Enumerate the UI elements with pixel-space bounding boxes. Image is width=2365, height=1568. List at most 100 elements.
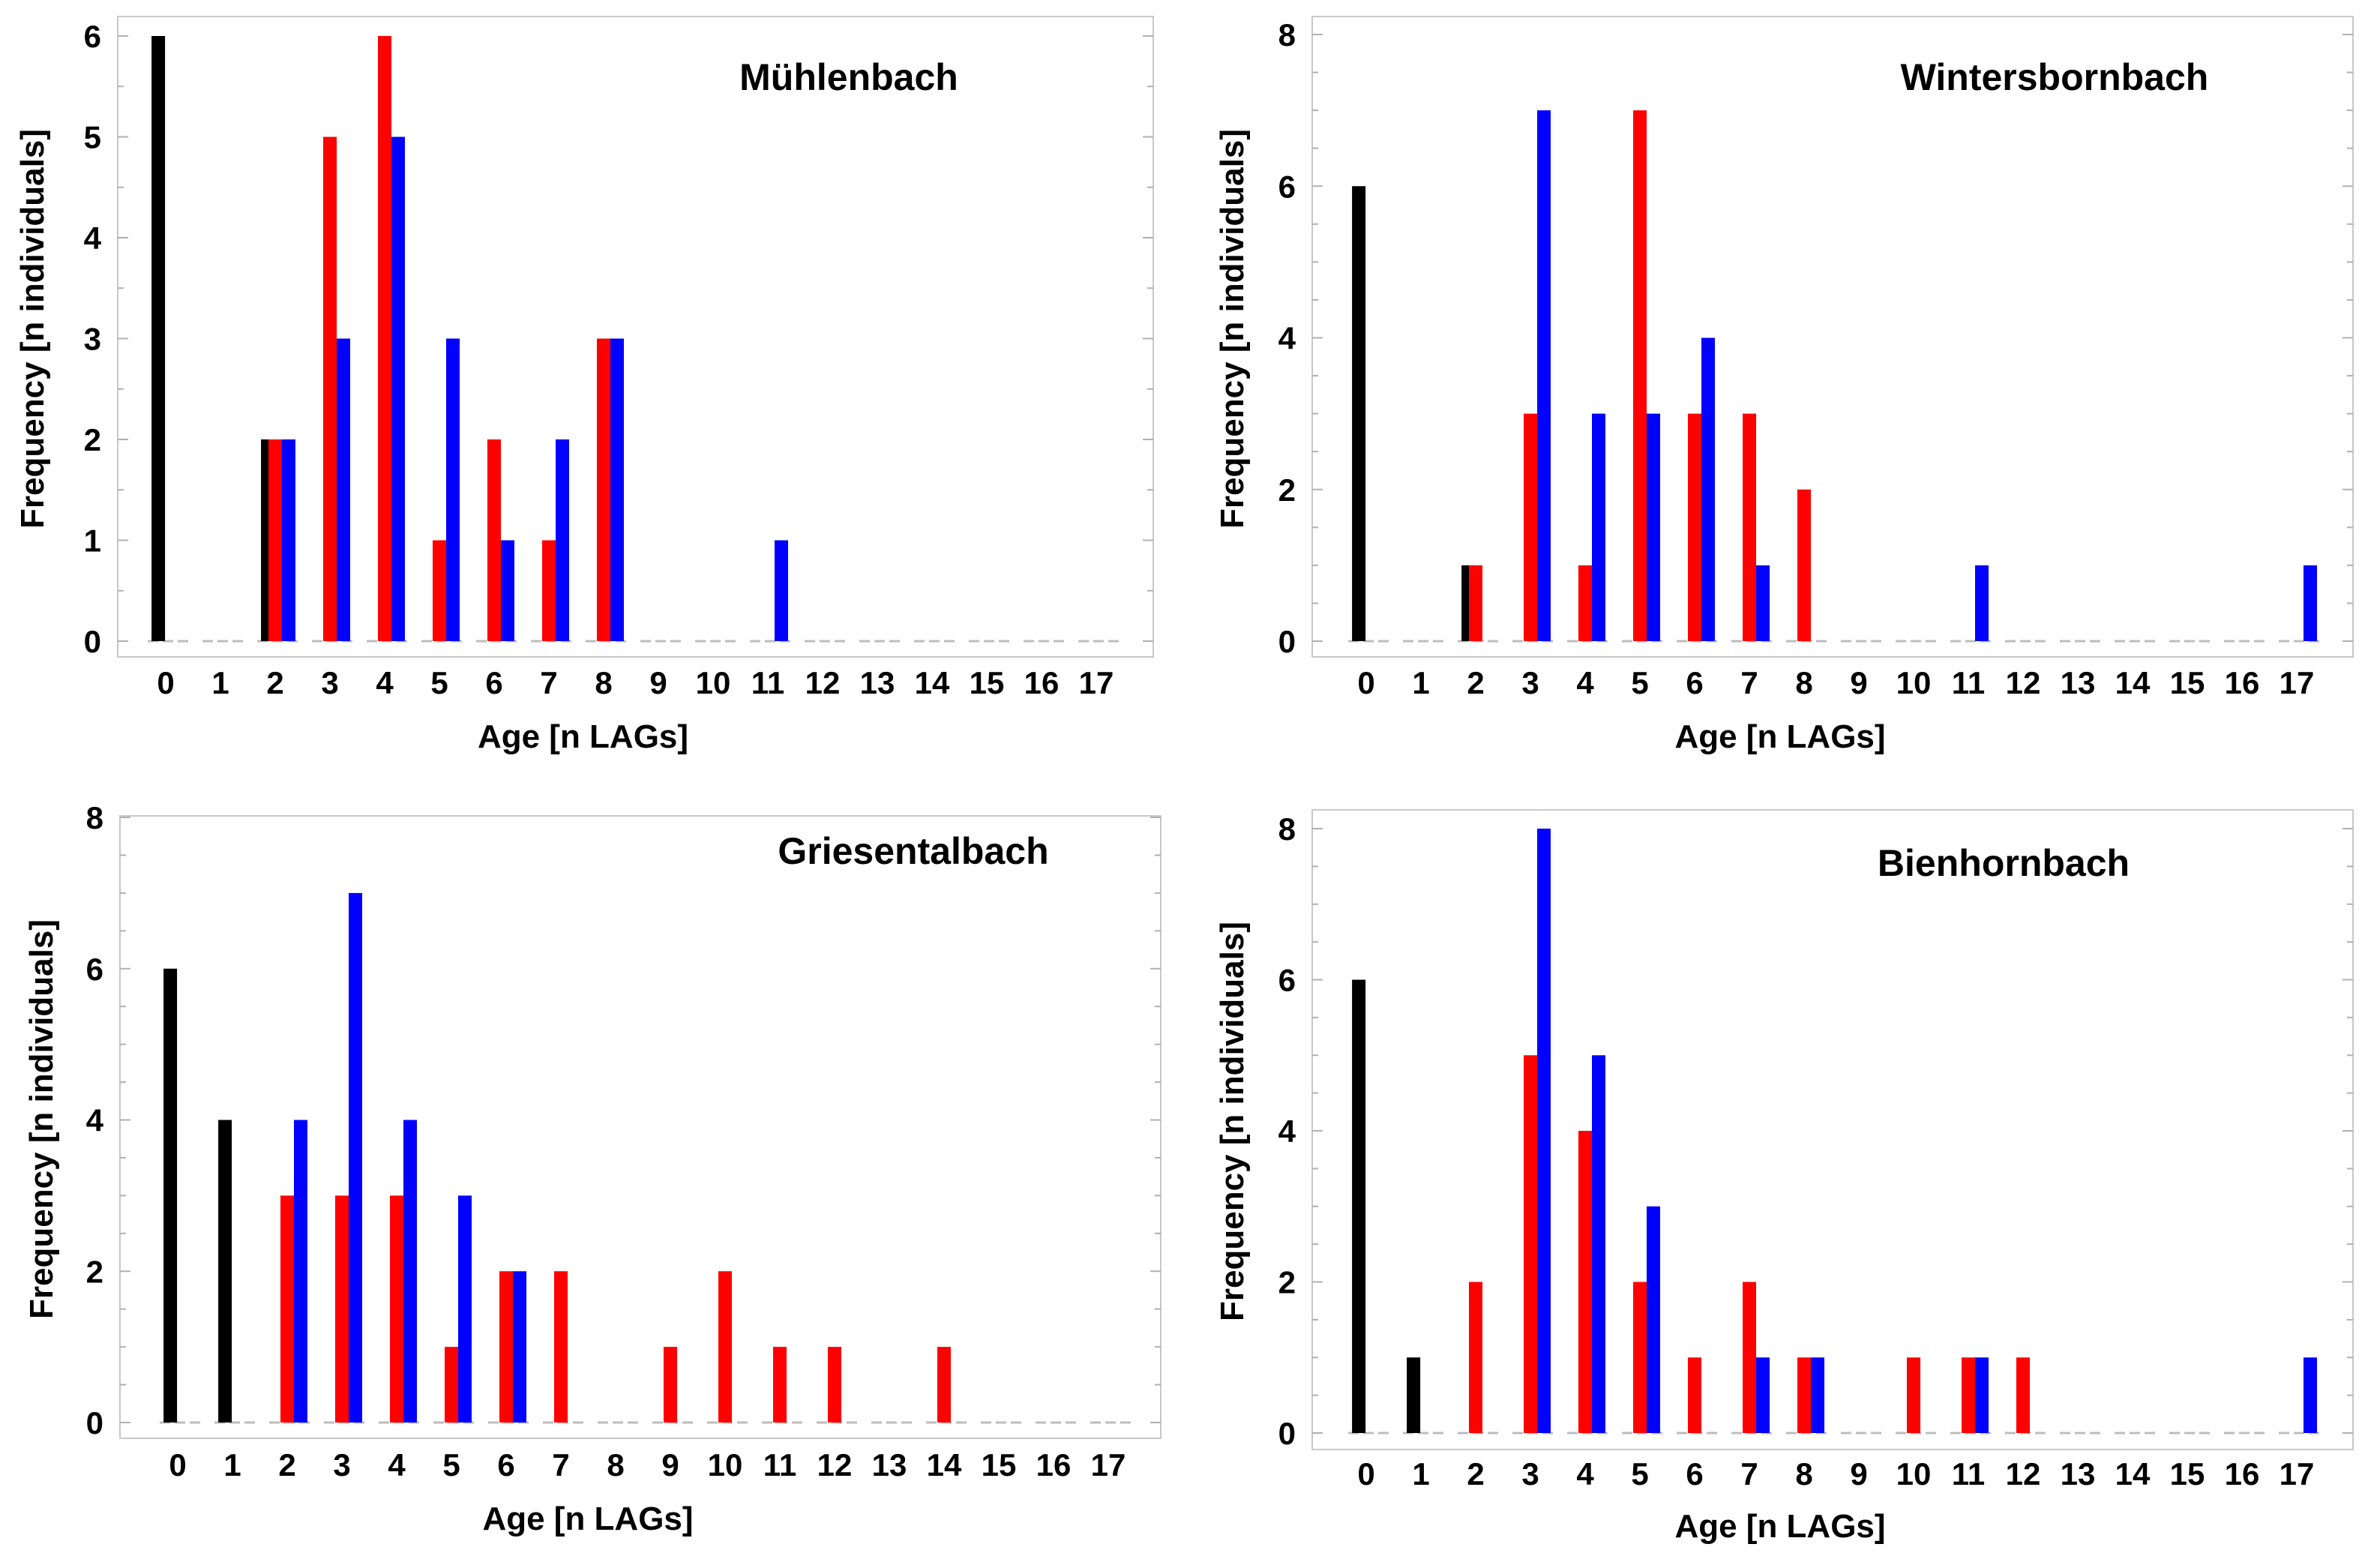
x-axis-label: Age [n LAGs] <box>1674 1508 1885 1545</box>
y-tick-label: 4 <box>1278 1114 1296 1149</box>
panel-title: Griesentalbach <box>778 830 1048 872</box>
panel-title: Wintersbornbach <box>1901 56 2209 98</box>
y-tick-label: 8 <box>1278 811 1296 847</box>
x-tick-label: 14 <box>2115 665 2151 700</box>
x-tick-label: 13 <box>2061 1456 2096 1492</box>
x-tick-label: 10 <box>1896 665 1932 700</box>
x-tick-label: 7 <box>540 665 557 700</box>
x-tick-label: 12 <box>805 665 841 700</box>
bar-red-12 <box>828 1347 841 1423</box>
x-tick-label: 6 <box>1686 665 1703 700</box>
x-tick-label: 3 <box>333 1447 350 1483</box>
x-tick-label: 0 <box>1357 1456 1374 1492</box>
x-tick-label: 16 <box>2225 1456 2260 1492</box>
x-tick-label: 0 <box>169 1447 186 1483</box>
x-tick-label: 3 <box>1521 665 1539 700</box>
bar-blue-2 <box>282 439 295 641</box>
x-tick-label: 7 <box>1740 1456 1758 1492</box>
y-axis-label: Frequency [n individuals] <box>1214 922 1251 1321</box>
x-tick-label: 15 <box>2170 665 2205 700</box>
bar-blue-6 <box>513 1271 526 1423</box>
y-tick-label: 4 <box>86 1103 104 1138</box>
x-tick-label: 10 <box>708 1447 743 1483</box>
bar-red-6 <box>499 1271 513 1423</box>
x-tick-label: 15 <box>970 665 1005 700</box>
bar-red-9 <box>664 1347 677 1423</box>
x-tick-label: 9 <box>1850 665 1867 700</box>
plot-frame <box>119 815 1162 1439</box>
x-tick-label: 12 <box>817 1447 853 1483</box>
x-tick-label: 5 <box>442 1447 460 1483</box>
x-tick-label: 9 <box>661 1447 679 1483</box>
bar-red-8 <box>1797 489 1811 641</box>
bar-red-5 <box>1633 1282 1647 1433</box>
bar-red-3 <box>1524 413 1537 641</box>
bar-blue-4 <box>1592 1055 1605 1433</box>
x-tick-label: 1 <box>1412 1456 1429 1492</box>
x-tick-label: 4 <box>376 665 394 700</box>
x-tick-label: 7 <box>1740 665 1758 700</box>
x-axis-label: Age [n LAGs] <box>1674 718 1885 755</box>
x-tick-label: 1 <box>211 665 229 700</box>
x-tick-label: 8 <box>607 1447 624 1483</box>
bar-blue-2 <box>294 1120 307 1423</box>
bar-blue-3 <box>337 338 350 641</box>
x-tick-label: 17 <box>1079 665 1114 700</box>
bar-blue-5 <box>1647 413 1660 641</box>
bar-blue-7 <box>556 439 569 641</box>
y-tick-label: 0 <box>1278 624 1296 659</box>
x-tick-label: 8 <box>1795 1456 1812 1492</box>
bar-blue-3 <box>1537 829 1551 1433</box>
x-tick-label: 12 <box>2006 1456 2041 1492</box>
bar-red-8 <box>1797 1357 1811 1433</box>
bar-red-6 <box>1688 413 1701 641</box>
bar-blue-3 <box>1537 110 1551 641</box>
bar-blue-4 <box>391 136 405 641</box>
bar-red-4 <box>1578 1131 1592 1433</box>
panel-title: Mühlenbach <box>739 56 958 98</box>
x-tick-label: 11 <box>763 1447 796 1483</box>
y-tick-label: 4 <box>1278 321 1296 356</box>
bar-red-10 <box>1907 1357 1920 1433</box>
x-tick-label: 6 <box>497 1447 514 1483</box>
y-tick-label: 0 <box>1278 1416 1296 1451</box>
bar-red-11 <box>773 1347 787 1423</box>
x-tick-label: 5 <box>1631 665 1648 700</box>
x-tick-label: 15 <box>982 1447 1017 1483</box>
x-tick-label: 13 <box>872 1447 907 1483</box>
bar-red-12 <box>2016 1357 2030 1433</box>
x-tick-label: 12 <box>2006 665 2041 700</box>
bar-red-8 <box>597 338 610 641</box>
x-tick-label: 1 <box>1412 665 1429 700</box>
y-tick-label: 8 <box>86 800 103 835</box>
bar-red-5 <box>1633 110 1647 641</box>
x-tick-label: 6 <box>485 665 502 700</box>
x-tick-label: 13 <box>2061 665 2096 700</box>
y-tick-label: 3 <box>84 322 101 357</box>
bar-blue-11 <box>1975 1357 1989 1433</box>
bar-red-3 <box>335 1195 349 1423</box>
x-tick-label: 17 <box>1091 1447 1126 1483</box>
x-tick-label: 2 <box>1467 1456 1484 1492</box>
x-tick-label: 13 <box>860 665 895 700</box>
bar-red-6 <box>487 439 501 641</box>
bar-red-7 <box>1743 1282 1756 1433</box>
bar-blue-4 <box>1592 413 1605 641</box>
y-axis-label: Frequency [n individuals] <box>23 919 60 1319</box>
x-tick-label: 7 <box>552 1447 569 1483</box>
x-tick-label: 4 <box>1576 665 1594 700</box>
bar-blue-6 <box>1701 337 1715 641</box>
x-tick-label: 14 <box>927 1447 962 1483</box>
y-tick-label: 0 <box>84 624 101 659</box>
y-tick-label: 0 <box>86 1405 103 1441</box>
bar-blue-5 <box>458 1195 472 1423</box>
bar-red-7 <box>1743 413 1756 641</box>
x-tick-label: 16 <box>2225 665 2260 700</box>
y-tick-label: 1 <box>84 523 101 559</box>
x-tick-label: 0 <box>1357 665 1374 700</box>
x-tick-label: 3 <box>321 665 338 700</box>
x-tick-label: 9 <box>1850 1456 1867 1492</box>
